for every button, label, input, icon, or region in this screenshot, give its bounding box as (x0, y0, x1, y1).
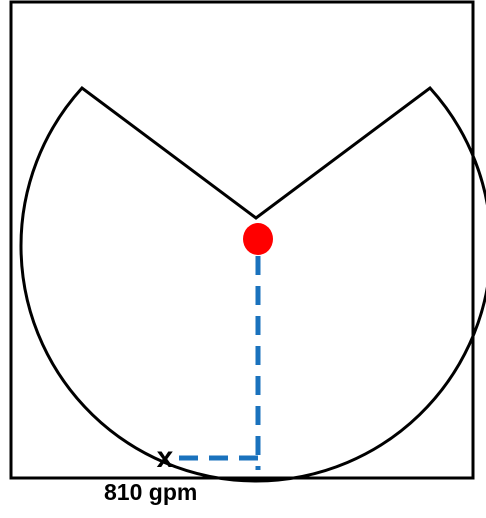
diagram-frame (9, 0, 475, 480)
source-dot (243, 223, 273, 255)
sector-outline (19, 85, 486, 483)
marker-label: x (157, 441, 174, 474)
flow-caption: 810 gpm (104, 479, 198, 505)
